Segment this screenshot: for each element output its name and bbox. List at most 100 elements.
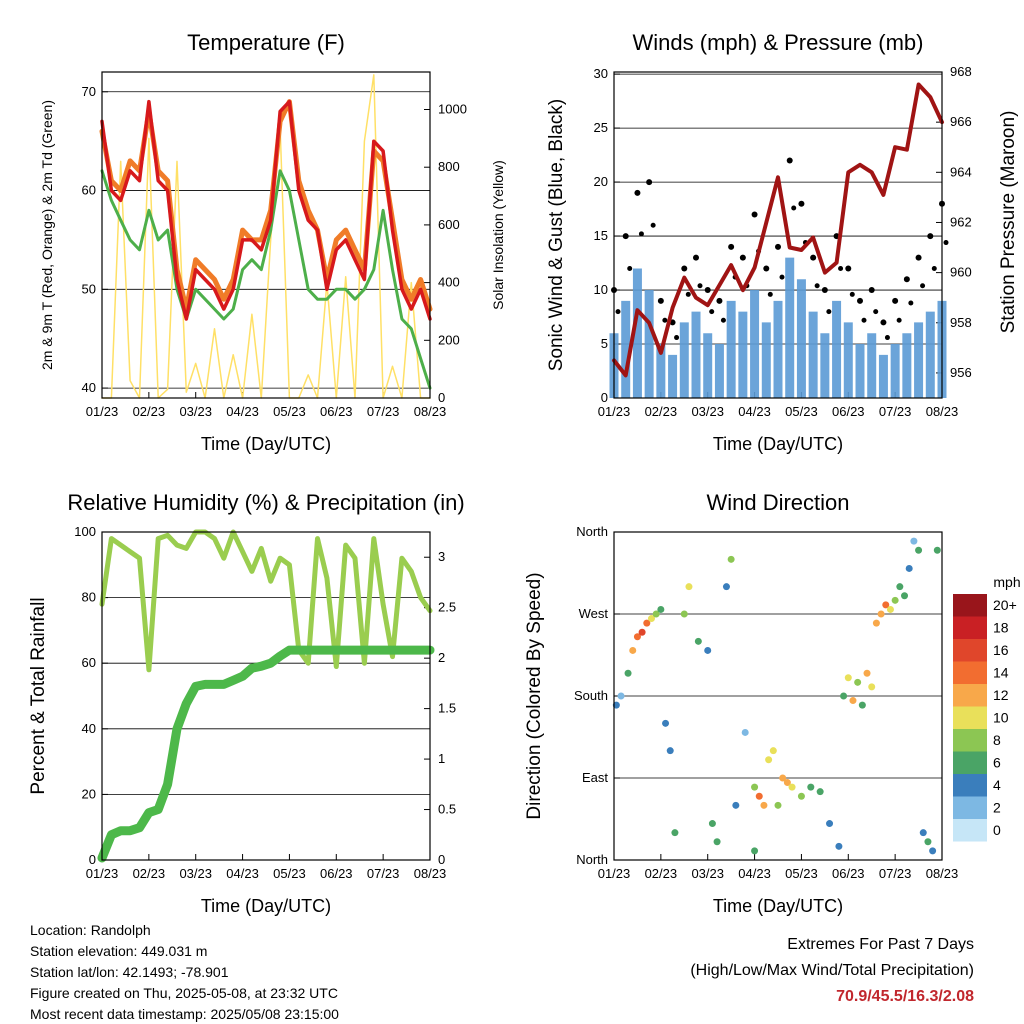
temperature-xtick-label: 02/23 — [133, 404, 166, 419]
winds-y2tick-label: 968 — [950, 64, 972, 79]
wind_direction-frame — [613, 531, 943, 861]
wind_direction-ytick-label: North — [576, 524, 608, 539]
gust-point — [826, 309, 832, 315]
colorbar-swatch — [953, 639, 987, 662]
direction-point — [797, 792, 805, 800]
direction-point — [708, 820, 716, 828]
colorbar-label: 16 — [993, 642, 1009, 658]
direction-point — [722, 583, 730, 591]
colorbar-swatch — [953, 819, 987, 842]
colorbar-swatch — [953, 706, 987, 729]
temperature-ytick-label: 60 — [82, 183, 96, 198]
humidity-title: Relative Humidity (%) & Precipitation (i… — [67, 490, 464, 515]
gust-point — [657, 297, 664, 304]
direction-point — [617, 692, 625, 700]
humidity-ytick-label: 60 — [82, 655, 96, 670]
humidity-y2tick-label: 0 — [438, 852, 445, 867]
direction-point — [882, 601, 890, 609]
direction-point — [662, 719, 670, 727]
temperature-xtick-label: 03/23 — [179, 404, 212, 419]
gust-point — [892, 297, 899, 304]
gust-point — [716, 297, 723, 304]
humidity-y2tick-label: 3 — [438, 549, 445, 564]
winds-y2tick-label: 964 — [950, 164, 972, 179]
humidity-xtick-label: 07/23 — [367, 866, 400, 881]
gust-point — [798, 200, 805, 207]
gust-point — [775, 243, 781, 250]
winds-y2tick-label: 956 — [950, 365, 972, 380]
gust-point — [767, 291, 773, 297]
gust-point — [786, 157, 793, 164]
winds-ytick-label: 5 — [601, 336, 608, 351]
direction-point — [788, 783, 796, 791]
gust-point — [728, 243, 735, 250]
gust-point — [615, 309, 621, 315]
winds-ytick-label: 15 — [594, 228, 608, 243]
humidity-y2tick-label: 2 — [438, 650, 445, 665]
humidity-y2tick-label: 1.5 — [438, 701, 456, 716]
dewpoint-series-line — [100, 169, 432, 390]
direction-point — [760, 801, 768, 809]
colorbar-label: 0 — [993, 822, 1001, 838]
humidity-ytick-label: 40 — [82, 721, 96, 736]
temperature-y2tick-label: 600 — [438, 217, 460, 232]
colorbar-label: 8 — [993, 732, 1001, 748]
wind_direction-xtick-label: 03/23 — [691, 866, 724, 881]
wind_direction-ytick-label: South — [574, 688, 608, 703]
humidity-y2tick-label: 0.5 — [438, 802, 456, 817]
colorbar-label: 12 — [993, 687, 1009, 703]
gust-point — [674, 335, 680, 341]
winds-ytick-label: 25 — [594, 120, 608, 135]
humidity-ytick-label: 0 — [89, 852, 96, 867]
colorbar-swatch — [953, 729, 987, 752]
wind_direction-ylabel: Direction (Colored By Speed) — [524, 572, 545, 819]
temperature-ytick-label: 70 — [82, 84, 96, 99]
gust-point — [896, 317, 902, 323]
rh-series-line — [99, 529, 433, 673]
temperature-ytick-label: 50 — [82, 281, 96, 296]
direction-point — [704, 646, 712, 654]
gust-point — [704, 287, 711, 294]
colorbar-label: 4 — [993, 777, 1001, 793]
direction-point — [896, 583, 904, 591]
direction-point — [854, 678, 862, 686]
gust-point — [720, 317, 726, 323]
direction-point — [657, 605, 665, 613]
direction-point — [915, 546, 923, 554]
direction-point — [929, 847, 937, 855]
gust-point — [779, 274, 785, 280]
gust-point — [857, 297, 863, 304]
gust-point — [709, 309, 715, 315]
colorbar-swatch — [953, 661, 987, 684]
gust-point — [821, 287, 828, 294]
winds-xtick-label: 03/23 — [691, 404, 724, 419]
direction-point — [910, 537, 918, 545]
humidity-xtick-label: 08/23 — [414, 866, 447, 881]
direction-point — [741, 728, 749, 736]
colorbar-label: 20+ — [993, 597, 1017, 613]
gust-point — [739, 254, 746, 261]
winds-ytick-label: 10 — [594, 282, 608, 297]
direction-point — [680, 610, 688, 618]
humidity-y2tick-label: 1 — [438, 751, 445, 766]
gust-point — [838, 265, 844, 271]
direction-point — [769, 747, 777, 755]
solar-series-line — [101, 74, 431, 399]
winds-y2tick-label: 958 — [950, 315, 972, 330]
direction-point — [624, 669, 632, 677]
gust-point — [931, 265, 937, 271]
direction-point — [901, 592, 909, 600]
winds-xtick-label: 07/23 — [879, 404, 912, 419]
temperature-y2label: Solar Insolation (Yellow) — [490, 160, 506, 310]
direction-point — [774, 801, 782, 809]
direction-point — [835, 842, 843, 850]
colorbar-label: 14 — [993, 665, 1009, 681]
gust-point — [697, 283, 703, 289]
humidity-ylabel: Percent & Total Rainfall — [28, 597, 49, 794]
winds-xtick-label: 01/23 — [598, 404, 631, 419]
wind_direction-ytick-label: East — [582, 770, 608, 785]
temperature-xtick-label: 05/23 — [273, 404, 306, 419]
wind_direction-xtick-label: 07/23 — [879, 866, 912, 881]
gust-point — [880, 319, 887, 326]
